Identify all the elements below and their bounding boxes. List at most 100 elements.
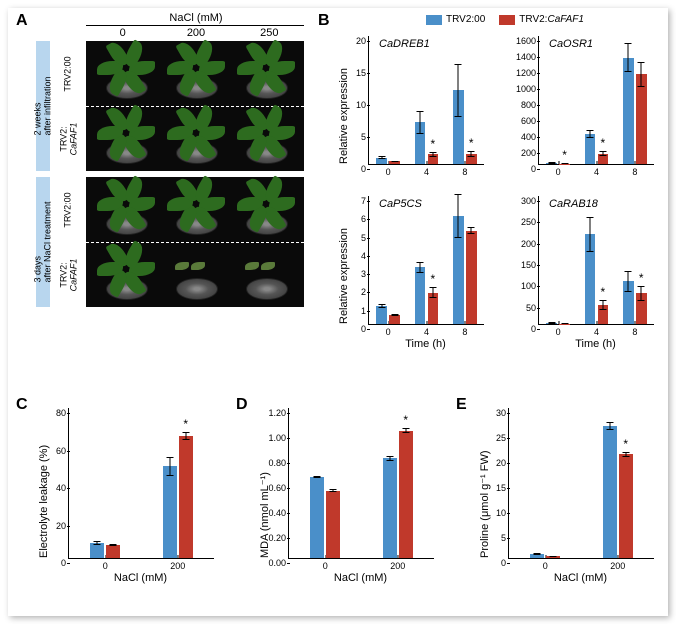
panel-a: NaCl (mM) 0200250 2 weeksafter infiltrat… <box>36 12 306 307</box>
photo-block: 2 weeksafter infiltrationTRV2:00TRV2:CaF… <box>36 41 306 171</box>
bar-trv00 <box>623 281 634 324</box>
y-tick: 30 <box>484 408 509 418</box>
y-tick: 50 <box>514 303 539 313</box>
bar-trvfaf <box>619 454 633 558</box>
bar-trv00 <box>603 426 617 559</box>
panel-a-label: A <box>16 12 28 30</box>
bar-trvfaf <box>389 315 400 324</box>
bar-trvfaf <box>598 154 609 164</box>
chart-plot-area: 0510152004*8*CaDREB1 <box>368 36 484 165</box>
genotype-label: TRV2:CaFAF1 <box>50 106 86 171</box>
bar-trvfaf <box>559 164 570 165</box>
plant-photo <box>86 177 304 307</box>
y-tick: 0 <box>344 164 369 174</box>
y-tick: 200 <box>514 239 539 249</box>
bar-trv00 <box>585 134 596 164</box>
significance-star: * <box>562 148 567 162</box>
y-tick: 1600 <box>514 36 539 46</box>
bar-trvfaf <box>466 231 477 324</box>
y-tick: 7 <box>344 196 369 206</box>
chart-plot-area: 0123456704*8CaP5CS <box>368 196 484 325</box>
legend-item: TRV2:00 <box>426 14 485 25</box>
y-tick: 0 <box>514 164 539 174</box>
significance-star: * <box>431 137 436 151</box>
y-tick: 300 <box>514 196 539 206</box>
x-tick: 0 <box>103 558 108 571</box>
bar-trvfaf <box>598 305 609 324</box>
chart-plot-area: 0.000.200.400.600.801.001.200200* <box>288 408 434 559</box>
x-tick: 4 <box>424 164 429 177</box>
bar-trv00 <box>415 267 426 324</box>
chart-title: CaDREB1 <box>379 38 430 50</box>
chart-title: CaOSR1 <box>549 38 593 50</box>
chart-plot-area: 0510152025300200* <box>508 408 654 559</box>
y-tick: 20 <box>344 36 369 46</box>
y-tick: 400 <box>514 132 539 142</box>
x-tick: 200 <box>390 558 405 571</box>
y-tick: 100 <box>514 281 539 291</box>
chart: 0123456704*8CaP5CSRelative expressionTim… <box>368 196 484 325</box>
x-tick: 0 <box>556 324 561 337</box>
x-axis-label: Time (h) <box>575 338 616 350</box>
bar-trv00 <box>546 323 557 324</box>
figure-container: A NaCl (mM) 0200250 2 weeksafter infiltr… <box>8 8 668 616</box>
x-tick: 200 <box>170 558 185 571</box>
bar-trvfaf <box>636 74 647 164</box>
nacl-level: 250 <box>233 27 306 39</box>
x-tick: 4 <box>424 324 429 337</box>
x-axis-label: NaCl (mM) <box>334 572 387 584</box>
y-tick: 0 <box>514 324 539 334</box>
significance-star: * <box>431 272 436 286</box>
genotype-label: TRV2:00 <box>50 177 86 242</box>
y-tick: 6 <box>344 214 369 224</box>
y-tick: 0.80 <box>264 458 289 468</box>
x-tick: 8 <box>462 164 467 177</box>
chart: 0.000.200.400.600.801.001.200200*MDA (nm… <box>288 408 434 559</box>
x-axis-label: NaCl (mM) <box>554 572 607 584</box>
bar-trv00 <box>90 543 104 558</box>
bar-trvfaf <box>546 556 560 558</box>
chart-plot-area: 05010015020025030004*8*CaRAB18 <box>538 196 654 325</box>
bar-trvfaf <box>179 436 193 558</box>
chart-plot-area: 020040060080010001200140016000*4*8CaOSR1 <box>538 36 654 165</box>
bar-trv00 <box>310 477 324 558</box>
significance-star: * <box>601 136 606 150</box>
chart-title: CaRAB18 <box>549 198 598 210</box>
row-labels: TRV2:00TRV2:CaFAF1 <box>50 41 86 171</box>
panel-b-label: B <box>318 12 330 30</box>
x-tick: 0 <box>556 164 561 177</box>
row-labels: TRV2:00TRV2:CaFAF1 <box>50 177 86 307</box>
bar-trv00 <box>530 554 544 558</box>
chart: 0510152004*8*CaDREB1Relative expression <box>368 36 484 165</box>
panel-c-label: C <box>16 396 28 414</box>
x-tick: 0 <box>543 558 548 571</box>
y-axis-label: Relative expression <box>338 228 350 324</box>
legend-item: TRV2:CaFAF1 <box>499 14 584 25</box>
y-tick: 0 <box>344 324 369 334</box>
y-tick: 200 <box>514 148 539 158</box>
genotype-label: TRV2:00 <box>50 41 86 106</box>
chart: 0510152025300200*Proline (μmol g⁻¹ FW)Na… <box>508 408 654 559</box>
bar-trv00 <box>585 234 596 324</box>
y-tick: 0.00 <box>264 558 289 568</box>
significance-star: * <box>623 437 628 451</box>
y-tick: 0 <box>44 558 69 568</box>
bar-trv00 <box>623 58 634 164</box>
bar-trv00 <box>415 122 426 164</box>
x-tick: 8 <box>632 164 637 177</box>
chart: 05010015020025030004*8*CaRAB18Time (h) <box>538 196 654 325</box>
y-axis-label: Proline (μmol g⁻¹ FW) <box>478 451 491 559</box>
bar-trv00 <box>453 90 464 164</box>
bar-trvfaf <box>389 161 400 164</box>
y-tick: 1.00 <box>264 433 289 443</box>
y-tick: 1000 <box>514 84 539 94</box>
timepoint-label: 2 weeksafter infiltration <box>36 41 50 171</box>
x-tick: 8 <box>462 324 467 337</box>
bar-trv00 <box>453 216 464 324</box>
x-tick: 0 <box>386 324 391 337</box>
x-tick: 0 <box>386 164 391 177</box>
bar-trvfaf <box>559 324 570 325</box>
y-tick: 1.20 <box>264 408 289 418</box>
y-tick: 800 <box>514 100 539 110</box>
photo-block: 3 daysafter NaCl treatmentTRV2:00TRV2:Ca… <box>36 177 306 307</box>
